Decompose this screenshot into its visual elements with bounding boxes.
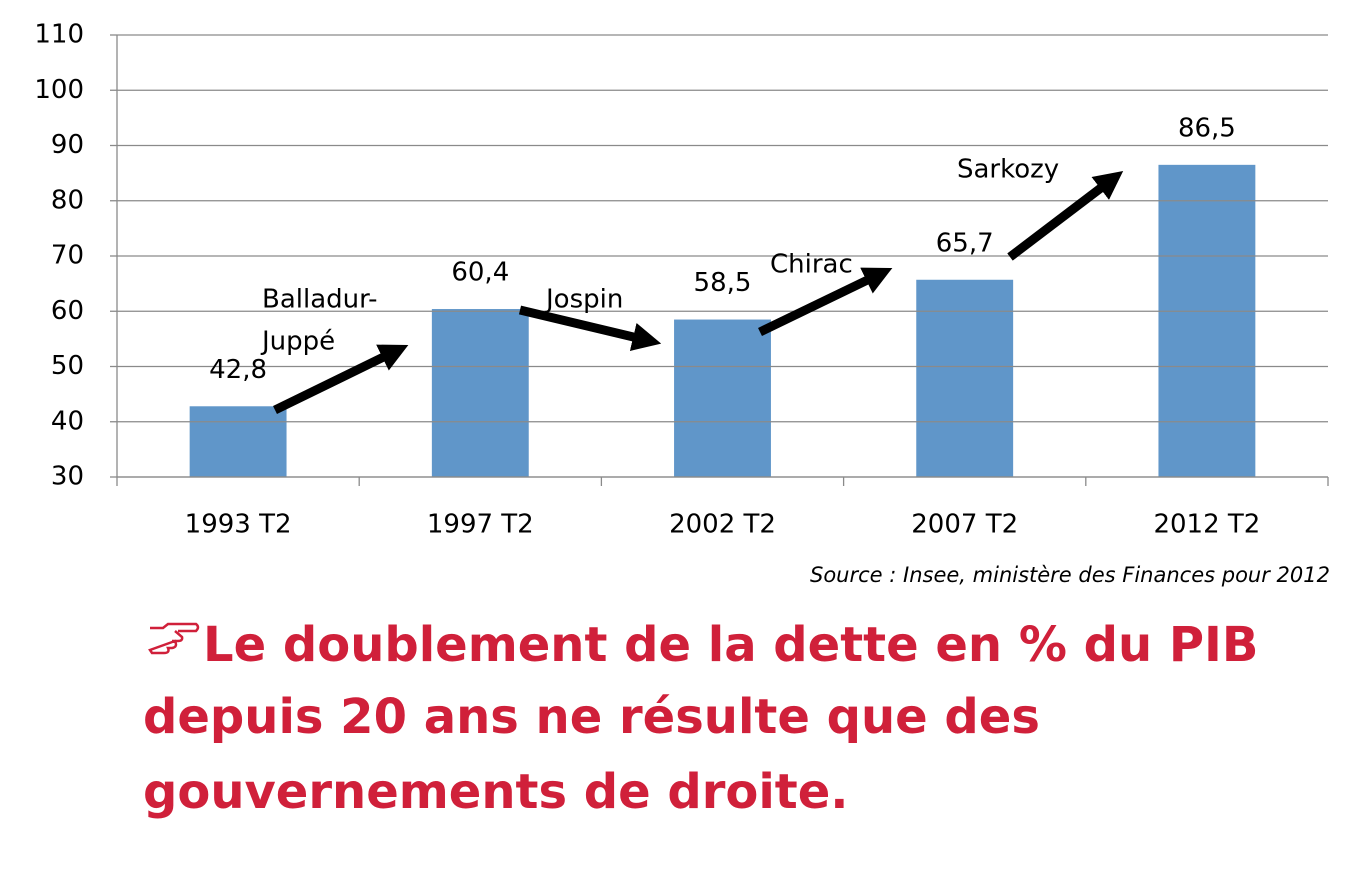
y-tick-label: 40 <box>51 406 84 436</box>
value-label: 60,4 <box>451 258 509 288</box>
bar <box>431 309 529 477</box>
pointing-hand <box>148 622 200 655</box>
conclusion-line: depuis 20 ans ne résulte que des <box>143 689 1040 745</box>
value-label: 42,8 <box>209 355 267 385</box>
bar <box>189 406 287 477</box>
annotation: Juppé <box>260 327 335 357</box>
arrow <box>1007 171 1124 261</box>
value-label: 65,7 <box>936 228 994 258</box>
arrow <box>273 344 409 415</box>
y-tick-label: 90 <box>51 130 84 160</box>
y-tick-label: 50 <box>51 351 84 381</box>
y-tick-label: 80 <box>51 185 84 215</box>
bar <box>674 319 771 477</box>
arrow <box>518 305 662 351</box>
value-label: 86,5 <box>1178 113 1236 143</box>
conclusion-line: gouvernements de droite. <box>143 764 849 820</box>
x-tick-label: 1997 T2 <box>427 510 534 540</box>
x-tick-label: 1993 T2 <box>185 510 292 540</box>
y-tick-label: 30 <box>51 462 84 492</box>
arrow <box>758 267 893 337</box>
source: Source : Insee, ministère des Finances p… <box>810 563 1330 587</box>
annotation: Chirac <box>770 250 853 280</box>
annotation: Sarkozy <box>957 155 1059 185</box>
y-tick-label: 60 <box>51 296 84 326</box>
annotation: Jospin <box>544 285 623 315</box>
arrows <box>273 171 1124 415</box>
bar <box>916 279 1014 477</box>
x-tick-label: 2002 T2 <box>669 510 776 540</box>
y-tick-label: 110 <box>34 20 84 50</box>
x-tick-label: 2007 T2 <box>911 510 1018 540</box>
value-label: 58,5 <box>694 268 752 298</box>
y-tick-label: 70 <box>51 241 84 271</box>
annotation: Balladur- <box>262 285 378 315</box>
bar <box>1158 164 1256 477</box>
conclusion-line: Le doublement de la dette en % du PIB <box>203 617 1258 673</box>
y-tick-label: 100 <box>34 75 84 105</box>
x-tick-label: 2012 T2 <box>1153 510 1260 540</box>
